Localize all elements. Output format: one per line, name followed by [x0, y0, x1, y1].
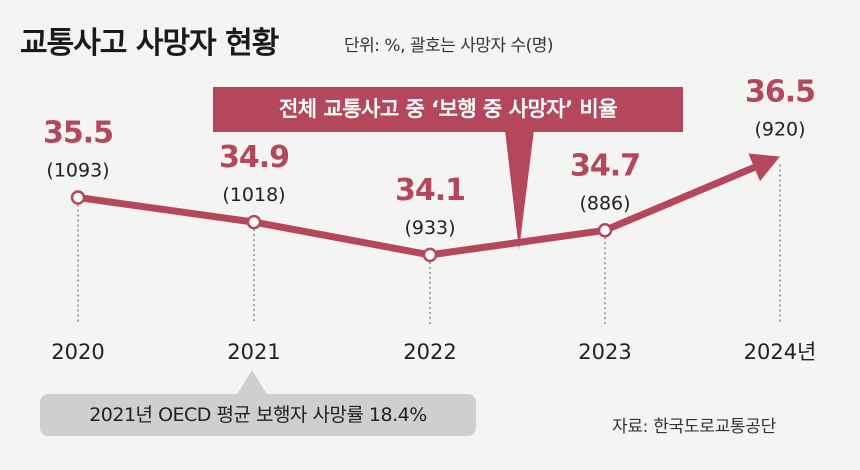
- chart-title: 교통사고 사망자 현황: [20, 26, 279, 61]
- data-point: [246, 214, 262, 230]
- data-label: 34.1: [395, 173, 465, 208]
- callout-label: 전체 교통사고 중 ‘보행 중 사망자’ 비율: [278, 97, 618, 121]
- data-point: [70, 190, 86, 205]
- trend-arrow-head: [748, 153, 780, 182]
- footnote-box: [40, 394, 476, 436]
- count-label: (1093): [46, 160, 109, 182]
- callout-pointer: [505, 130, 534, 250]
- x-tick-label: 2020: [51, 340, 104, 364]
- data-point: [597, 223, 613, 238]
- footnote-text: 2021년 OECD 평균 보행자 사망률 18.4%: [89, 404, 427, 426]
- count-label: (920): [754, 119, 805, 141]
- data-label: 34.9: [219, 140, 289, 175]
- footnote-pointer: [236, 370, 268, 396]
- data-label: 36.5: [745, 75, 815, 110]
- unit-note: 단위: %, 괄호는 사망자 수(명): [344, 36, 554, 56]
- data-label: 34.7: [570, 148, 640, 183]
- data-label: 35.5: [43, 116, 113, 151]
- count-label: (1018): [222, 184, 285, 206]
- data-point: [422, 247, 438, 263]
- x-tick-label: 2024년: [744, 340, 817, 364]
- callout-box: [213, 87, 683, 132]
- x-tick-label: 2022: [403, 340, 456, 364]
- count-label: (886): [579, 192, 630, 214]
- source-note: 자료: 한국도로교통공단: [612, 417, 776, 437]
- x-tick-label: 2021: [227, 340, 280, 364]
- x-tick-label: 2023: [578, 340, 631, 364]
- count-label: (933): [404, 217, 455, 239]
